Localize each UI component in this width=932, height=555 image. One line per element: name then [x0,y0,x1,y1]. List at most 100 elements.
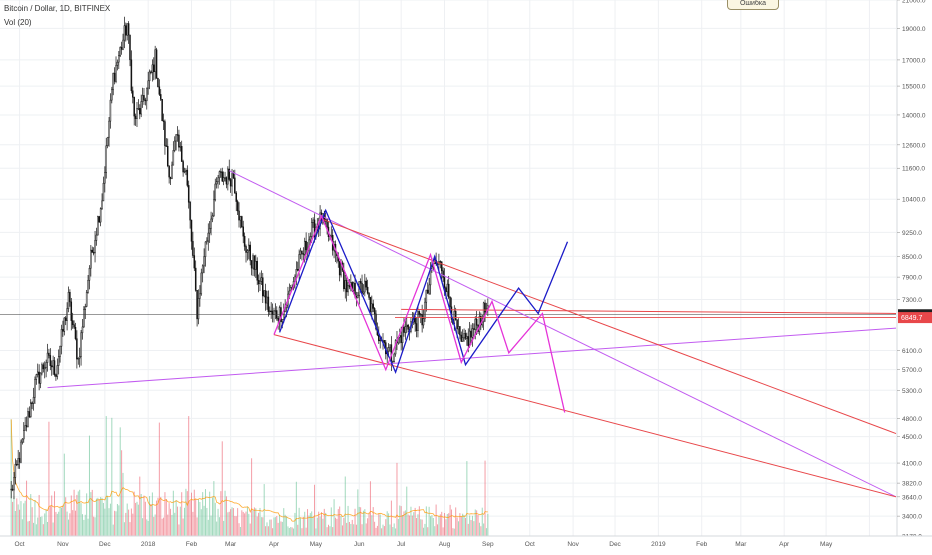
volume-bar [245,511,247,536]
candle-body [424,301,426,319]
volume-bar [375,527,377,536]
volume-bar [125,512,127,536]
volume-bar [210,515,212,536]
volume-bar [158,422,160,536]
volume-bar [143,495,145,536]
volume-bar [444,513,446,536]
candle-body [69,291,71,303]
volume-bar [467,523,469,536]
volume-bar [357,489,359,536]
candle-body [467,336,470,346]
volume-bar [463,514,465,536]
volume-bar [355,524,357,536]
volume-bar [432,518,434,536]
volume-bar [42,524,44,536]
candle-body [447,283,450,298]
volume-bar [105,416,107,536]
error-badge[interactable]: Ошибка [727,0,779,10]
candle-body [67,291,70,309]
volume-bar [381,528,383,536]
volume-bar [437,524,439,536]
volume-bar [171,514,173,536]
volume-bar [186,491,188,536]
candle-body [250,260,253,269]
candle-body [445,287,447,292]
y-tick-label: 3820.0 [902,481,922,488]
volume-bar [211,497,213,536]
volume-bar [55,511,57,536]
x-tick-label: Apr [779,541,790,548]
volume-bar [424,523,426,536]
y-tick-label: 3400.0 [902,514,922,521]
volume-bar [77,491,79,536]
volume-bar [382,524,384,536]
volume-bar [98,499,100,536]
volume-bar [302,516,304,536]
candle-body [189,201,191,221]
volume-bar [372,507,374,536]
price-badge-label: 6849.7 [901,315,923,322]
volume-bar [232,508,234,536]
candle-body [25,425,28,428]
candle-body [241,216,243,228]
volume-bar [360,507,362,536]
volume-bar [411,515,413,536]
volume-bar [300,517,302,536]
candle-body [196,290,198,320]
volume-bar [315,528,317,536]
volume-bar [181,492,183,536]
volume-bar [441,511,443,536]
volume-bar [407,514,409,536]
volume-bar [128,509,130,536]
volume-bar [58,511,60,536]
candle-body [158,86,161,95]
volume-bar [439,514,441,536]
grid [0,0,896,537]
volume-bar [309,513,311,536]
volume-bar [239,526,241,536]
volume-bar [19,509,21,536]
price-badge [898,312,932,324]
candle-body [246,250,249,253]
volume-bar [350,523,352,536]
volume-bar [277,522,279,536]
candle-body [199,293,201,299]
x-tick-label: Nov [57,541,69,548]
volume-bar [400,506,402,536]
volume-bar [312,516,314,536]
candle-body [203,256,205,267]
volume-bar [122,472,124,536]
candle-body [17,458,19,465]
volume-bar [459,513,461,536]
volume-bar [224,490,226,536]
candle-body [190,219,193,242]
volume-bar [70,495,72,536]
candle-body [182,161,184,173]
volume-bar [456,517,458,536]
candle-body [130,59,133,92]
volume-bar [37,517,39,536]
candle-body [104,172,106,184]
candle-body [45,362,47,368]
volume-bar [206,507,208,536]
candle-body [243,235,246,247]
volume-bar [179,506,181,536]
volume-bar [33,522,35,536]
candle-body [46,352,49,363]
volume-bar [339,506,341,536]
volume-bar [199,501,201,536]
candle-body [440,261,443,272]
volume-bar [34,500,36,536]
volume-bar [154,514,156,536]
volume-bar [409,515,411,536]
volume-bar [95,498,97,536]
volume-bar [146,519,148,536]
candle-body [273,310,275,315]
candle-body [20,441,22,463]
candle-body [298,254,300,271]
x-tick-label: Jun [354,541,365,548]
candle-body [194,267,197,291]
volume-bar [136,501,138,536]
